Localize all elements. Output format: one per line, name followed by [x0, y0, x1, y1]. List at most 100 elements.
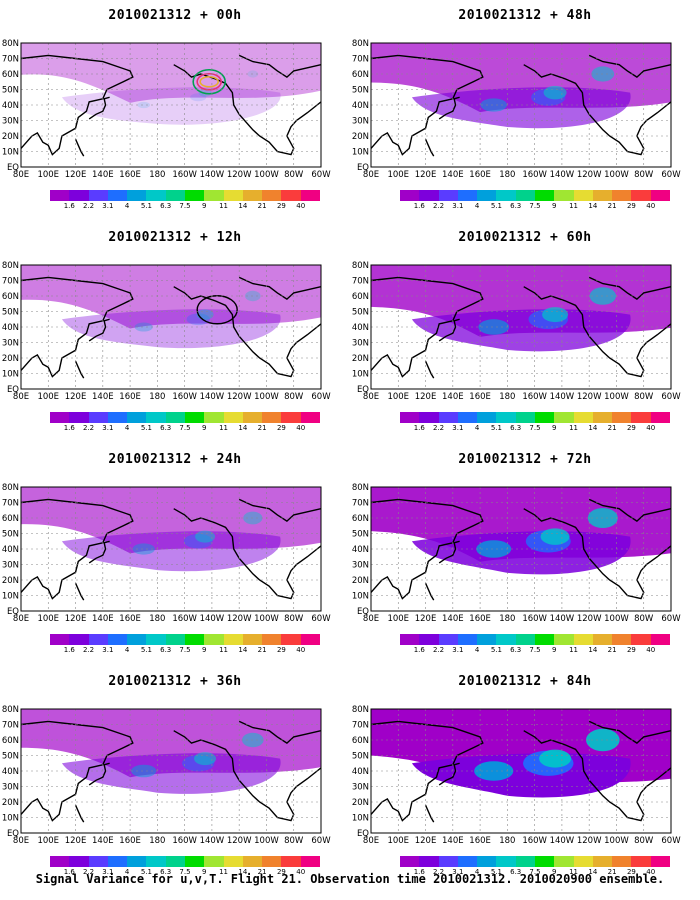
lat-tick-label: 50N [2, 530, 19, 540]
lon-tick-label: 120E [415, 392, 437, 402]
lon-tick-label: 140W [550, 614, 575, 624]
colorbar-swatch [204, 190, 224, 201]
colorbar-level-label: 4 [124, 424, 130, 432]
lon-tick-label: 140E [92, 392, 114, 402]
colorbar-level-label: 9 [552, 202, 557, 210]
colorbar-level-label: 21 [257, 646, 267, 654]
lon-tick-label: 140W [550, 170, 575, 180]
lat-tick-label: 80N [352, 261, 369, 271]
forecast-panel-p12: 2010021312 + 12h 80E 100E 120E 140E 160E 180 16… [0, 222, 350, 442]
colorbar-swatch [438, 634, 458, 645]
lon-tick-label: 80E [363, 392, 379, 402]
colorbar-level-label: 2.2 [432, 868, 445, 876]
colorbar-level-label: 29 [276, 424, 286, 432]
colorbar-level-label: 3.1 [102, 424, 114, 432]
colorbar-swatch [107, 856, 128, 867]
colorbar: 1.6 2.2 3.1 4 5.1 6.3 7.5 9 11 14 21 29 40 [50, 412, 320, 442]
lon-tick-label: 120E [65, 614, 87, 624]
lat-tick-label: 20N [352, 798, 369, 808]
lat-tick-label: 30N [352, 339, 369, 349]
lon-tick-label: 120W [577, 392, 602, 402]
lon-tick-label: 100E [37, 836, 59, 846]
colorbar-level-label: 14 [588, 202, 598, 210]
lon-tick-label: 60W [661, 614, 681, 624]
colorbar-level-label: 1.6 [413, 202, 425, 210]
colorbar-swatch [281, 190, 301, 201]
lon-tick-label: 160E [119, 614, 141, 624]
colorbar-level-label: 1.6 [63, 646, 75, 654]
colorbar-swatch [165, 634, 185, 645]
panel-title: 2010021312 + 48h [458, 8, 592, 23]
colorbar-swatch [146, 634, 166, 645]
coastline-north-america [173, 286, 321, 378]
colorbar-swatch [242, 634, 263, 645]
signal-contour [192, 68, 226, 95]
colorbar-swatch [515, 856, 535, 867]
coastline-japan [88, 96, 110, 120]
lat-tick-label: 20N [352, 576, 369, 586]
lat-tick-label: 10N [2, 148, 19, 158]
colorbar-swatch [496, 412, 516, 423]
colorbar-swatch [281, 856, 301, 867]
colorbar-level-label: 6.3 [160, 646, 172, 654]
colorbar-level-label: 11 [219, 202, 229, 210]
lon-tick-label: 60W [661, 836, 681, 846]
lon-tick-label: 160E [469, 614, 491, 624]
map-plot: 80E 100E 120E 140E 160E 180 160W 140W 120W 100W 80… [352, 261, 681, 402]
lon-tick-label: 160W [172, 170, 197, 180]
variance-shading [61, 309, 281, 349]
coastline-japan [438, 540, 460, 564]
colorbar-level-label: 7.5 [529, 202, 541, 210]
colorbar-level-label: 11 [569, 646, 579, 654]
colorbar-swatch [419, 190, 439, 201]
colorbar-swatch [107, 190, 128, 201]
variance-core [195, 530, 216, 543]
lat-tick-label: 10N [2, 370, 19, 380]
lat-tick-label: 40N [2, 323, 19, 333]
colorbar-level-label: 1.6 [413, 868, 425, 876]
variance-shading [411, 87, 631, 129]
colorbar-swatch [496, 634, 516, 645]
map-frame [370, 264, 672, 390]
colorbar-swatch [88, 856, 108, 867]
lon-tick-label: 140E [92, 170, 114, 180]
variance-core [190, 93, 207, 102]
lat-tick-label: 60N [2, 292, 19, 302]
lon-tick-label: 100W [604, 836, 629, 846]
colorbar-level-label: 11 [219, 424, 229, 432]
colorbar-swatch [69, 412, 89, 423]
colorbar-swatch [107, 412, 128, 423]
colorbar-level-label: 2.2 [432, 424, 445, 432]
lat-tick-label: 40N [352, 101, 369, 111]
variance-shading [21, 487, 321, 554]
colorbar-swatch [262, 856, 282, 867]
colorbar: 1.6 2.2 3.1 4 5.1 6.3 7.5 9 11 14 21 29 40 [400, 412, 670, 442]
lat-tick-label: 50N [352, 86, 369, 96]
variance-core [478, 319, 510, 335]
colorbar-level-label: 7.5 [529, 424, 541, 432]
colorbar-level-label: 14 [238, 868, 248, 876]
colorbar-swatch [534, 856, 555, 867]
coastline-philippines [424, 138, 435, 157]
colorbar-swatch [496, 190, 516, 201]
lon-tick-label: 100W [254, 836, 279, 846]
lon-tick-label: 160W [522, 392, 547, 402]
colorbar-swatch [184, 856, 205, 867]
lon-tick-label: 80E [13, 392, 29, 402]
coastline-north-america [523, 508, 671, 600]
colorbar-swatch [88, 634, 108, 645]
lon-tick-label: 60W [311, 392, 331, 402]
lat-tick-label: 10N [2, 592, 19, 602]
coastline-asia [371, 54, 484, 156]
lon-tick-label: 100E [387, 614, 409, 624]
colorbar-level-label: 4 [474, 868, 480, 876]
colorbar-swatch [573, 190, 593, 201]
lat-tick-label: 30N [2, 561, 19, 571]
colorbar-swatch [477, 190, 497, 201]
lat-tick-label: 40N [2, 101, 19, 111]
lon-tick-label: 120W [227, 392, 252, 402]
lon-tick-label: 100E [387, 392, 409, 402]
lon-tick-label: 180 [499, 170, 515, 180]
variance-core [542, 307, 569, 323]
lon-tick-label: 80W [634, 614, 654, 624]
